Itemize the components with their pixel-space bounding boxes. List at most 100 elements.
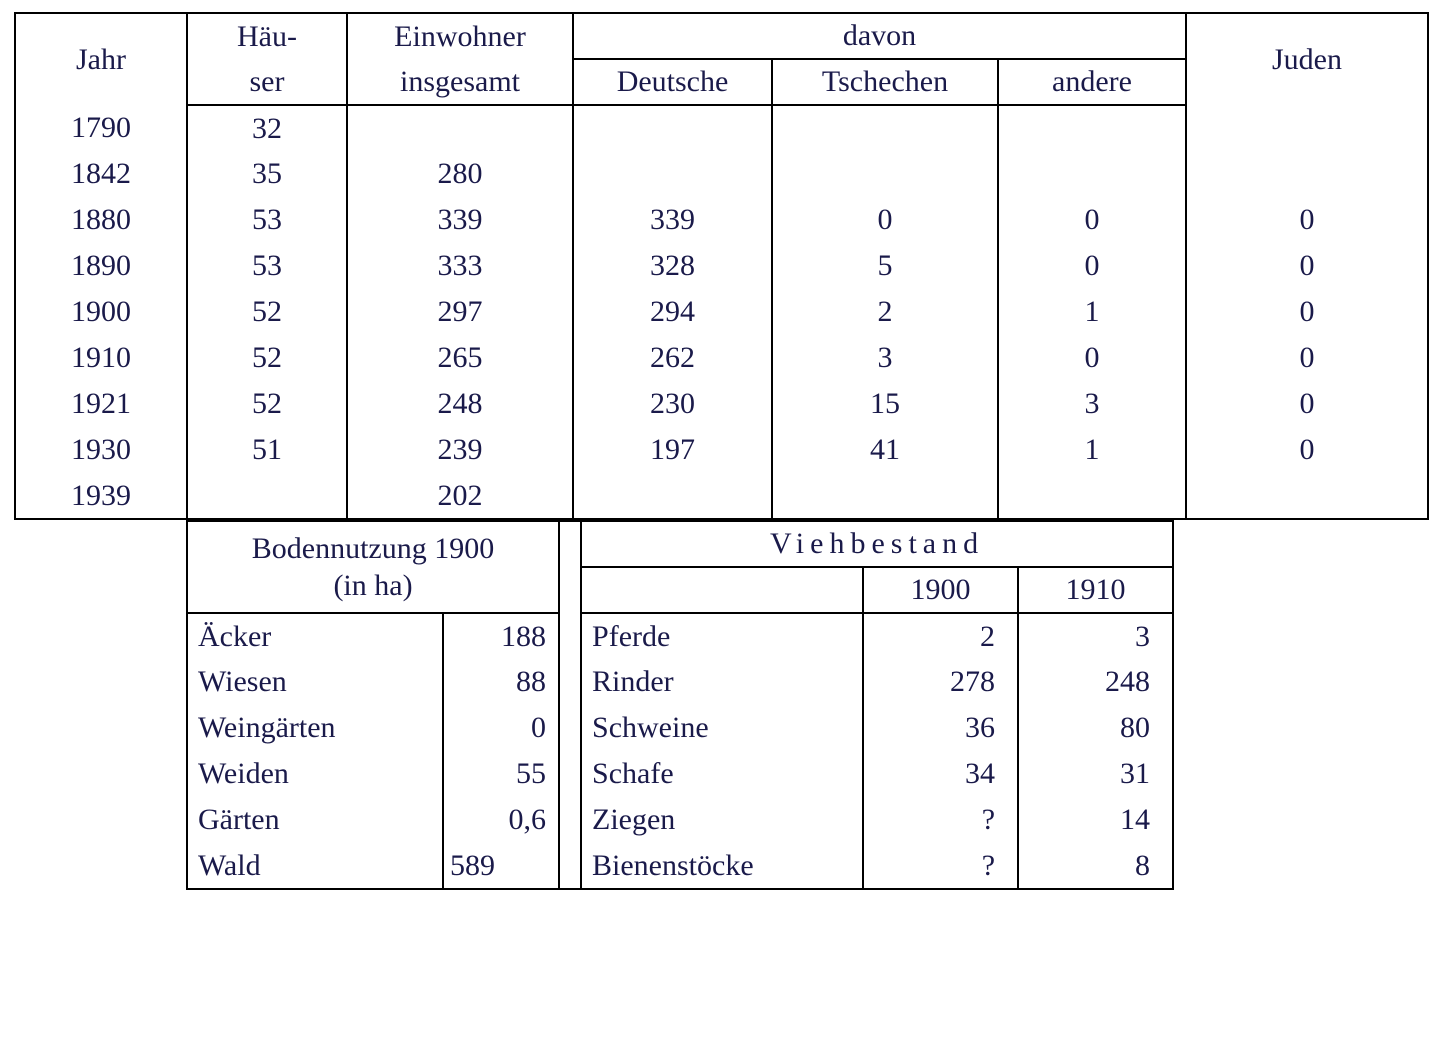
cell-haeuser: 51 (187, 427, 347, 473)
cell-deutsche (573, 151, 772, 197)
cell-jahr: 1890 (15, 243, 187, 289)
bodennutzung-value: 0 (443, 705, 559, 751)
table-row: Pferde23 (581, 613, 1173, 659)
cell-einw: 248 (347, 381, 573, 427)
table-row: Äcker188 (187, 613, 559, 659)
cell-jahr: 1790 (15, 105, 187, 151)
cell-deutsche: 197 (573, 427, 772, 473)
cell-tschechen: 0 (772, 197, 998, 243)
population-table-body: 1790321842352801880533393390001890533333… (15, 105, 1428, 519)
viehbestand-1910: 80 (1018, 705, 1173, 751)
cell-juden (1186, 473, 1428, 519)
cell-andere: 0 (998, 197, 1186, 243)
col-andere-header: andere (998, 59, 1186, 105)
bodennutzung-table-body: Äcker188Wiesen88Weingärten0Weiden55Gärte… (187, 613, 559, 889)
viehbestand-1910: 14 (1018, 797, 1173, 843)
cell-andere (998, 473, 1186, 519)
bodennutzung-label: Gärten (187, 797, 443, 843)
lower-tables-gap (560, 520, 580, 890)
col-haeuser-header-top: Häu- (187, 13, 347, 59)
col-haeuser-header-bottom: ser (187, 59, 347, 105)
viehbestand-title: Viehbestand (581, 521, 1173, 567)
bodennutzung-title-line1: Bodennutzung 1900 (252, 532, 494, 565)
bodennutzung-value: 55 (443, 751, 559, 797)
cell-einw: 239 (347, 427, 573, 473)
viehbestand-blank-header (581, 567, 863, 613)
cell-haeuser: 53 (187, 197, 347, 243)
table-row: 1930512391974110 (15, 427, 1428, 473)
viehbestand-1900: 2 (863, 613, 1018, 659)
bodennutzung-value: 88 (443, 659, 559, 705)
cell-juden (1186, 151, 1428, 197)
bodennutzung-value: 589 (443, 843, 559, 889)
cell-deutsche (573, 105, 772, 151)
cell-juden: 0 (1186, 427, 1428, 473)
cell-deutsche (573, 473, 772, 519)
cell-andere: 1 (998, 289, 1186, 335)
col-einwohner-header-bottom: insgesamt (347, 59, 573, 105)
viehbestand-1900: 34 (863, 751, 1018, 797)
table-row: Schafe3431 (581, 751, 1173, 797)
table-row: Weingärten0 (187, 705, 559, 751)
cell-deutsche: 339 (573, 197, 772, 243)
cell-tschechen (772, 105, 998, 151)
cell-jahr: 1921 (15, 381, 187, 427)
cell-deutsche: 230 (573, 381, 772, 427)
population-table-header: Jahr Häu- Einwohner davon Juden ser insg… (15, 13, 1428, 105)
viehbestand-label: Ziegen (581, 797, 863, 843)
table-row: Schweine3680 (581, 705, 1173, 751)
cell-haeuser: 53 (187, 243, 347, 289)
col-einwohner-header-top: Einwohner (347, 13, 573, 59)
viehbestand-label: Bienenstöcke (581, 843, 863, 889)
table-row: Ziegen?14 (581, 797, 1173, 843)
col-jahr-header: Jahr (15, 13, 187, 105)
cell-andere: 0 (998, 335, 1186, 381)
table-row: 179032 (15, 105, 1428, 151)
cell-tschechen (772, 473, 998, 519)
viehbestand-table: Viehbestand 1900 1910 Pferde23Rinder2782… (580, 520, 1174, 890)
bodennutzung-table: Bodennutzung 1900 (in ha) Äcker188Wiesen… (186, 520, 560, 890)
table-row: 190052297294210 (15, 289, 1428, 335)
table-row: 189053333328500 (15, 243, 1428, 289)
viehbestand-1910: 31 (1018, 751, 1173, 797)
viehbestand-1910: 8 (1018, 843, 1173, 889)
bodennutzung-value: 0,6 (443, 797, 559, 843)
viehbestand-1910: 248 (1018, 659, 1173, 705)
cell-andere: 0 (998, 243, 1186, 289)
cell-einw: 280 (347, 151, 573, 197)
cell-haeuser: 32 (187, 105, 347, 151)
viehbestand-year-1900: 1900 (863, 567, 1018, 613)
cell-deutsche: 294 (573, 289, 772, 335)
cell-jahr: 1880 (15, 197, 187, 243)
cell-jahr: 1910 (15, 335, 187, 381)
table-row: Bienenstöcke?8 (581, 843, 1173, 889)
lower-tables-block: Bodennutzung 1900 (in ha) Äcker188Wiesen… (186, 520, 1429, 890)
cell-tschechen: 3 (772, 335, 998, 381)
cell-haeuser: 35 (187, 151, 347, 197)
table-row: 1921522482301530 (15, 381, 1428, 427)
table-row: 188053339339000 (15, 197, 1428, 243)
viehbestand-year-1910: 1910 (1018, 567, 1173, 613)
cell-tschechen: 41 (772, 427, 998, 473)
bodennutzung-title-line2: (in ha) (333, 569, 412, 602)
cell-einw (347, 105, 573, 151)
cell-einw: 339 (347, 197, 573, 243)
table-row: 191052265262300 (15, 335, 1428, 381)
bodennutzung-label: Weiden (187, 751, 443, 797)
bodennutzung-label: Wald (187, 843, 443, 889)
cell-jahr: 1939 (15, 473, 187, 519)
cell-einw: 202 (347, 473, 573, 519)
population-table: Jahr Häu- Einwohner davon Juden ser insg… (14, 12, 1429, 520)
bodennutzung-label: Wiesen (187, 659, 443, 705)
cell-juden: 0 (1186, 381, 1428, 427)
cell-juden: 0 (1186, 289, 1428, 335)
cell-jahr: 1842 (15, 151, 187, 197)
viehbestand-1910: 3 (1018, 613, 1173, 659)
cell-haeuser: 52 (187, 289, 347, 335)
cell-haeuser (187, 473, 347, 519)
col-tschechen-header: Tschechen (772, 59, 998, 105)
viehbestand-1900: 36 (863, 705, 1018, 751)
table-row: 1939 202 (15, 473, 1428, 519)
table-row: Wald589 (187, 843, 559, 889)
table-row: Rinder278248 (581, 659, 1173, 705)
